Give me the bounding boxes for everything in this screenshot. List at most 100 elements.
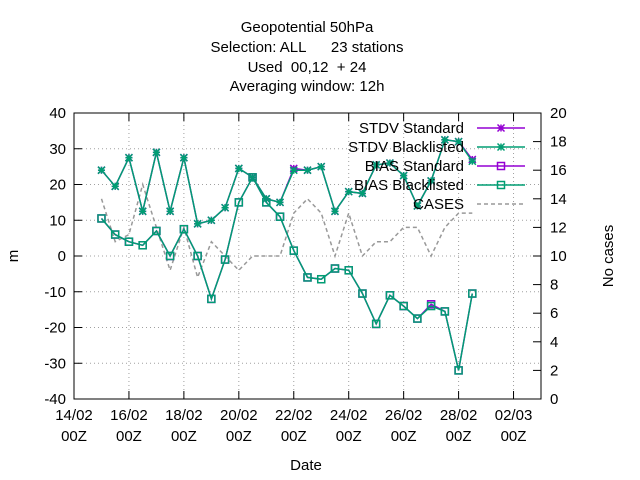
data-point bbox=[303, 166, 312, 175]
y2-tick-label: 18 bbox=[550, 134, 567, 151]
data-point bbox=[207, 294, 216, 304]
x-tick-label-time: 00Z bbox=[281, 428, 307, 445]
data-point bbox=[316, 274, 326, 284]
data-point bbox=[207, 216, 216, 225]
data-point bbox=[468, 289, 477, 298]
y-axis-label: m bbox=[5, 250, 22, 263]
data-point bbox=[399, 301, 408, 311]
x-tick-label-time: 00Z bbox=[501, 428, 527, 445]
data-point bbox=[399, 171, 408, 180]
data-point bbox=[440, 135, 449, 144]
data-point bbox=[179, 153, 188, 162]
data-point bbox=[371, 319, 381, 329]
data-point bbox=[413, 201, 422, 210]
legend-entry: BIAS Blacklisted bbox=[354, 177, 525, 194]
data-point bbox=[358, 189, 367, 198]
legend-entry: BIAS Standard bbox=[365, 158, 525, 175]
title-line-1: Geopotential 50hPa bbox=[241, 19, 374, 36]
legend-label: STDV Standard bbox=[359, 120, 464, 137]
data-point bbox=[344, 187, 353, 196]
data-point bbox=[124, 237, 134, 246]
title-line-3: Used 00,12 + 24 bbox=[248, 59, 367, 76]
y-tick-label: -20 bbox=[44, 320, 66, 337]
data-point bbox=[385, 159, 394, 168]
y2-tick-label: 20 bbox=[550, 105, 567, 122]
legend-entry: STDV Blacklisted bbox=[348, 139, 525, 156]
x-tick-label-date: 28/02 bbox=[440, 407, 478, 424]
x-tick-label-date: 14/02 bbox=[55, 407, 93, 424]
y2-tick-label: 8 bbox=[550, 277, 558, 294]
data-point bbox=[220, 255, 230, 264]
legend-label: BIAS Standard bbox=[365, 158, 464, 175]
data-point bbox=[166, 207, 175, 216]
y-tick-label: 10 bbox=[49, 212, 66, 229]
x-tick-label-time: 00Z bbox=[116, 428, 142, 445]
y-tick-label: 0 bbox=[58, 248, 66, 265]
chart-title: Geopotential 50hPa Selection: ALL 23 sta… bbox=[211, 19, 404, 95]
data-point bbox=[97, 214, 106, 223]
y2-tick-label: 14 bbox=[550, 191, 567, 208]
legend-marker bbox=[496, 180, 506, 190]
data-point bbox=[358, 289, 367, 298]
series-layer bbox=[97, 135, 477, 375]
data-point bbox=[234, 198, 244, 207]
data-point bbox=[330, 264, 340, 273]
data-point bbox=[152, 226, 161, 236]
legend-entry: CASES bbox=[413, 196, 525, 213]
data-point bbox=[124, 153, 133, 162]
data-point bbox=[152, 148, 161, 157]
x-tick-label-time: 00Z bbox=[171, 428, 197, 445]
data-point bbox=[165, 251, 175, 261]
y-tick-label: -40 bbox=[44, 391, 66, 408]
y2-axis-label: No cases bbox=[600, 225, 617, 288]
data-point bbox=[262, 198, 271, 207]
x-tick-label-date: 24/02 bbox=[330, 407, 368, 424]
data-point bbox=[289, 166, 298, 175]
legend-label: BIAS Blacklisted bbox=[354, 177, 464, 194]
data-point bbox=[303, 273, 312, 282]
data-point bbox=[454, 366, 463, 375]
data-point bbox=[440, 307, 450, 316]
y2-tick-label: 2 bbox=[550, 362, 558, 379]
data-point bbox=[344, 266, 353, 275]
x-tick-label-time: 00Z bbox=[226, 428, 252, 445]
y2-tick-label: 12 bbox=[550, 219, 567, 236]
series-bias-blacklisted bbox=[97, 173, 477, 375]
data-point bbox=[179, 224, 189, 234]
x-tick-label-time: 00Z bbox=[391, 428, 417, 445]
title-line-4: Averaging window: 12h bbox=[230, 78, 385, 95]
legend-label: CASES bbox=[413, 196, 464, 213]
x-tick-label-time: 00Z bbox=[61, 428, 87, 445]
title-line-2: Selection: ALL 23 stations bbox=[211, 39, 404, 56]
y2-tick-label: 4 bbox=[550, 334, 558, 351]
data-point bbox=[248, 173, 257, 182]
data-point bbox=[275, 212, 285, 221]
x-tick-label-date: 22/02 bbox=[275, 407, 313, 424]
series-line bbox=[100, 138, 473, 225]
x-tick-label-time: 00Z bbox=[446, 428, 472, 445]
data-point bbox=[289, 246, 299, 255]
y2-tick-label: 6 bbox=[550, 305, 558, 322]
data-point bbox=[426, 301, 436, 311]
x-tick-label-date: 16/02 bbox=[110, 407, 148, 424]
data-point bbox=[427, 176, 436, 185]
x-tick-label-date: 26/02 bbox=[385, 407, 423, 424]
data-point bbox=[138, 207, 147, 216]
data-point bbox=[372, 160, 381, 169]
legend-marker bbox=[496, 161, 506, 171]
legend-marker bbox=[496, 123, 506, 133]
data-point bbox=[330, 207, 340, 216]
data-point bbox=[413, 314, 422, 323]
axis-ticks: -40 -30 -20 -10 0 10 20 30 40 0 2 4 6 8 10 12 14 16 18 20 14… bbox=[44, 105, 566, 445]
data-point bbox=[385, 291, 395, 300]
y-tick-label: -30 bbox=[44, 355, 66, 372]
data-point bbox=[454, 137, 463, 146]
y-tick-label: 20 bbox=[49, 177, 66, 194]
legend-label: STDV Blacklisted bbox=[348, 139, 464, 156]
data-point bbox=[193, 251, 202, 261]
y2-tick-label: 16 bbox=[550, 162, 567, 179]
y-tick-label: 30 bbox=[49, 141, 66, 158]
data-point bbox=[221, 203, 230, 212]
y2-tick-label: 0 bbox=[550, 391, 558, 408]
